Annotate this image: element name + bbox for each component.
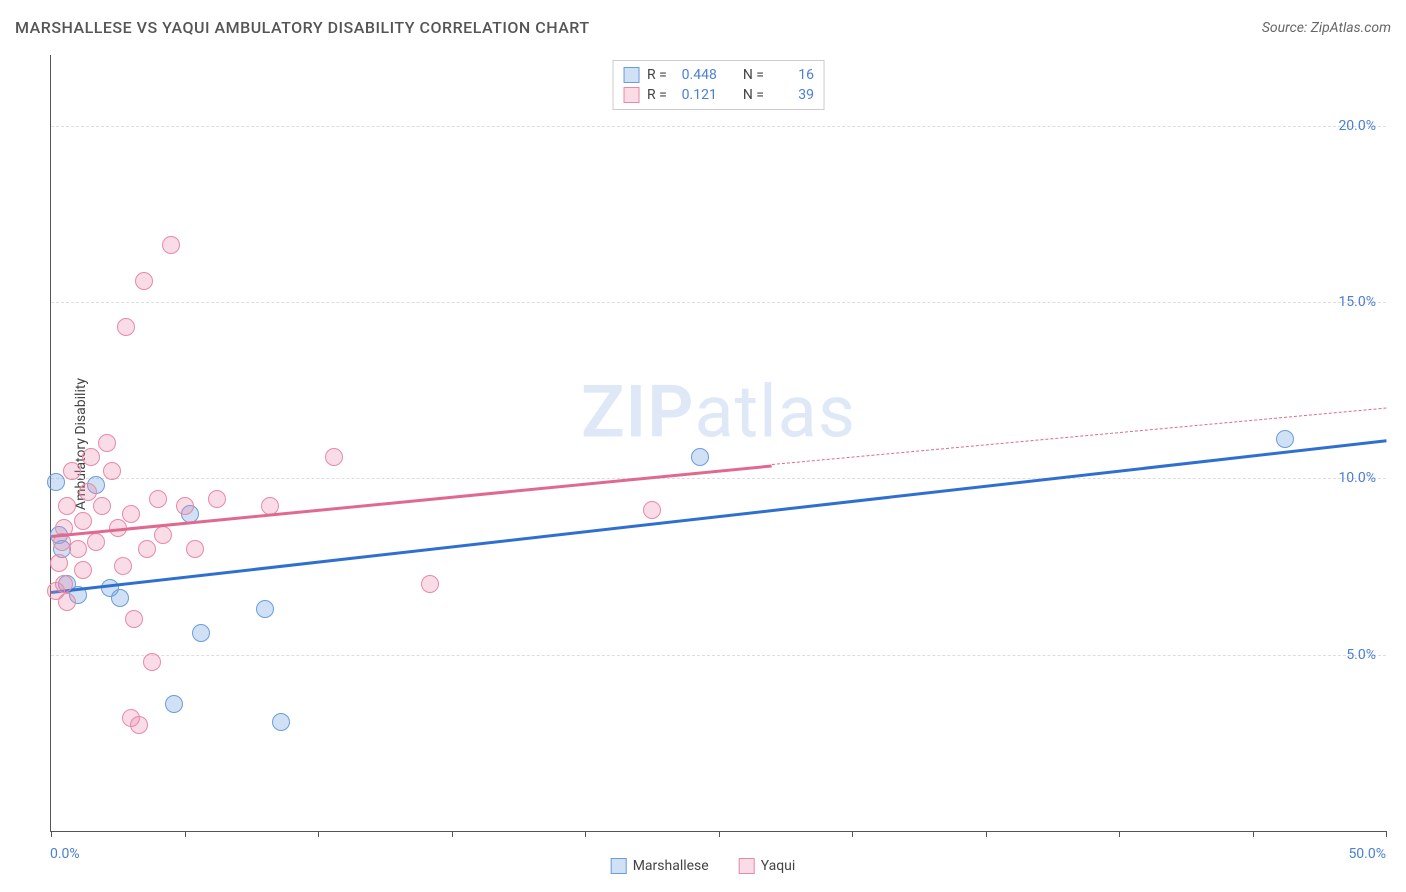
legend-label: Marshallese bbox=[633, 858, 709, 874]
grid-line bbox=[51, 655, 1386, 656]
stat-n-label: N = bbox=[743, 67, 764, 83]
y-tick-label: 5.0% bbox=[1346, 647, 1376, 663]
data-point bbox=[58, 497, 76, 515]
trend-line-dashed bbox=[772, 408, 1386, 465]
x-tick bbox=[852, 831, 853, 837]
watermark-right: atlas bbox=[694, 369, 856, 454]
stats-row: R = 0.448 N = 16 bbox=[623, 65, 814, 85]
chart-header: MARSHALLESE VS YAQUI AMBULATORY DISABILI… bbox=[15, 18, 1391, 37]
chart-area: Ambulatory Disability ZIPatlas R =0.448N… bbox=[50, 55, 1386, 832]
data-point bbox=[176, 497, 194, 515]
x-tick bbox=[1386, 831, 1387, 837]
data-point bbox=[79, 483, 97, 501]
data-point bbox=[149, 490, 167, 508]
y-tick-label: 20.0% bbox=[1338, 118, 1376, 134]
data-point bbox=[74, 561, 92, 579]
data-point bbox=[165, 695, 183, 713]
legend-swatch bbox=[739, 858, 755, 874]
series-swatch bbox=[623, 67, 639, 83]
stat-n-value: 39 bbox=[772, 87, 814, 103]
stats-row: R = 0.121 N = 39 bbox=[623, 85, 814, 105]
bottom-legend: Marshallese Yaqui bbox=[611, 858, 796, 874]
data-point bbox=[103, 462, 121, 480]
watermark: ZIPatlas bbox=[581, 369, 856, 454]
data-point bbox=[98, 434, 116, 452]
data-point bbox=[74, 512, 92, 530]
data-point bbox=[325, 448, 343, 466]
stat-n-value: 16 bbox=[772, 67, 814, 83]
x-tick bbox=[719, 831, 720, 837]
data-point bbox=[117, 318, 135, 336]
data-point bbox=[192, 624, 210, 642]
data-point bbox=[58, 593, 76, 611]
data-point bbox=[138, 540, 156, 558]
data-point bbox=[643, 501, 661, 519]
x-tick bbox=[185, 831, 186, 837]
x-tick bbox=[318, 831, 319, 837]
plot-region: ZIPatlas R = 0.448 N = 16 R = 0.121 N = 39 5.0%… bbox=[50, 55, 1386, 832]
data-point bbox=[69, 540, 87, 558]
data-point bbox=[135, 272, 153, 290]
data-point bbox=[114, 557, 132, 575]
stats-box: R = 0.448 N = 16 R = 0.121 N = 39 bbox=[612, 60, 825, 110]
data-point bbox=[50, 554, 68, 572]
data-point bbox=[63, 462, 81, 480]
data-point bbox=[154, 526, 172, 544]
x-tick bbox=[986, 831, 987, 837]
data-point bbox=[421, 575, 439, 593]
data-point bbox=[162, 236, 180, 254]
stat-n-label: N = bbox=[743, 87, 764, 103]
x-axis-min-label: 0.0% bbox=[50, 846, 80, 862]
legend-label: Yaqui bbox=[761, 858, 796, 874]
grid-line bbox=[51, 126, 1386, 127]
data-point bbox=[691, 448, 709, 466]
x-tick bbox=[51, 831, 52, 837]
x-tick bbox=[1253, 831, 1254, 837]
chart-title: MARSHALLESE VS YAQUI AMBULATORY DISABILI… bbox=[15, 18, 590, 37]
grid-line bbox=[51, 478, 1386, 479]
data-point bbox=[256, 600, 274, 618]
stat-r-value: 0.448 bbox=[675, 67, 717, 83]
data-point bbox=[272, 713, 290, 731]
data-point bbox=[47, 473, 65, 491]
data-point bbox=[87, 533, 105, 551]
series-swatch bbox=[623, 87, 639, 103]
data-point bbox=[122, 505, 140, 523]
legend-item: Yaqui bbox=[739, 858, 796, 874]
data-point bbox=[1276, 430, 1294, 448]
x-tick bbox=[452, 831, 453, 837]
data-point bbox=[208, 490, 226, 508]
legend-item: Marshallese bbox=[611, 858, 709, 874]
y-tick-label: 10.0% bbox=[1338, 470, 1376, 486]
data-point bbox=[82, 448, 100, 466]
data-point bbox=[143, 653, 161, 671]
x-axis-max-label: 50.0% bbox=[1348, 846, 1386, 862]
grid-line bbox=[51, 302, 1386, 303]
stat-r-label: R = bbox=[647, 87, 667, 103]
legend-swatch bbox=[611, 858, 627, 874]
x-tick bbox=[1119, 831, 1120, 837]
data-point bbox=[93, 497, 111, 515]
x-tick bbox=[585, 831, 586, 837]
stat-r-label: R = bbox=[647, 67, 667, 83]
watermark-left: ZIP bbox=[581, 369, 694, 454]
data-point bbox=[55, 575, 73, 593]
data-point bbox=[130, 716, 148, 734]
stat-r-value: 0.121 bbox=[675, 87, 717, 103]
chart-source: Source: ZipAtlas.com bbox=[1262, 20, 1391, 36]
data-point bbox=[111, 589, 129, 607]
data-point bbox=[186, 540, 204, 558]
data-point bbox=[125, 610, 143, 628]
y-tick-label: 15.0% bbox=[1338, 294, 1376, 310]
